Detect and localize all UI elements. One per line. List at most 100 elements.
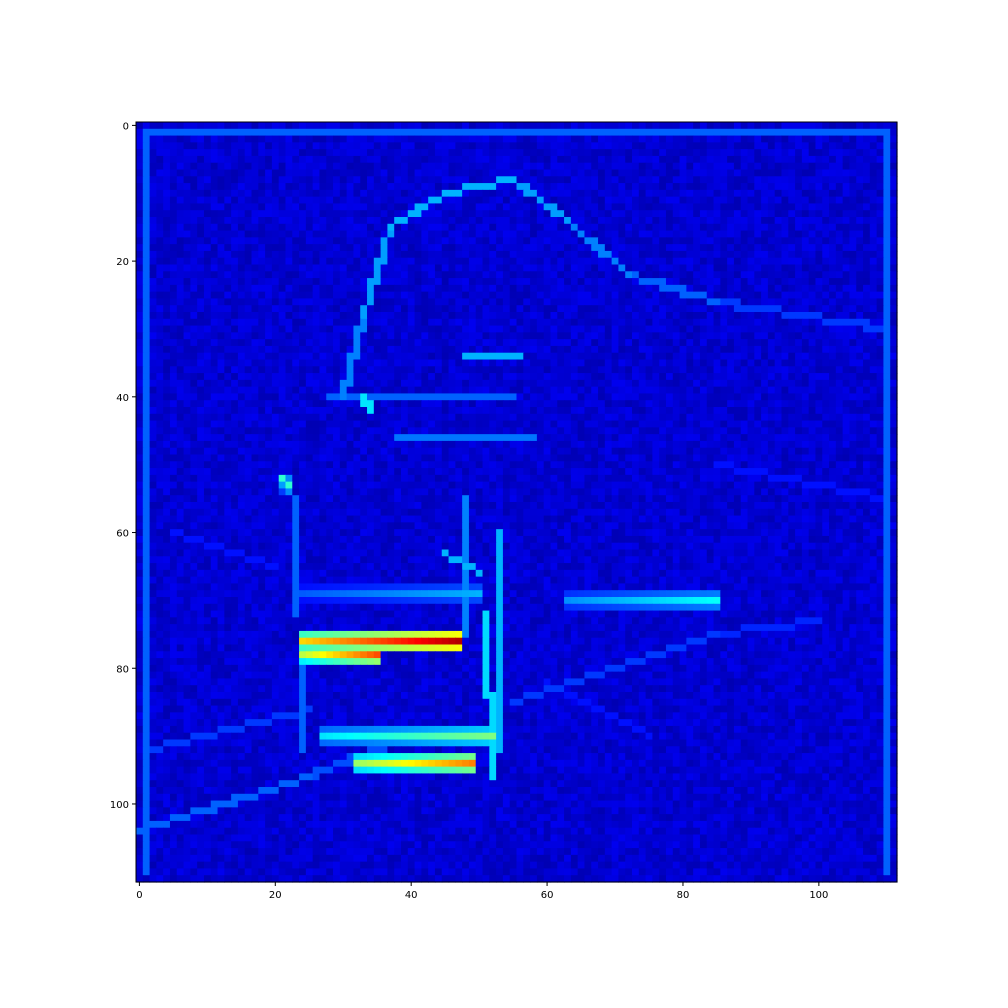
heatmap-cell (713, 257, 721, 266)
heatmap-cell (869, 278, 878, 286)
heatmap-cell (285, 325, 293, 333)
heatmap-cell (380, 291, 388, 300)
heatmap-cell (686, 189, 694, 198)
heatmap-cell (156, 183, 164, 191)
heatmap-cell (509, 298, 518, 306)
heatmap-cell (482, 271, 490, 279)
heatmap-cell (367, 169, 375, 177)
heatmap-cell (842, 278, 851, 286)
heatmap-cell (659, 223, 667, 232)
heatmap-cell (564, 318, 572, 327)
heatmap-cell (754, 298, 762, 306)
heatmap-cell (224, 312, 232, 320)
heatmap-cell (699, 305, 708, 313)
heatmap-cell (462, 386, 470, 395)
heatmap-cell (686, 352, 694, 361)
heatmap-cell (570, 169, 579, 177)
heatmap-cell (604, 427, 613, 435)
heatmap-cell (387, 203, 395, 211)
heatmap-cell (346, 176, 355, 184)
heatmap-cell (761, 291, 769, 300)
heatmap-cell (706, 386, 715, 395)
heatmap-cell (740, 189, 749, 198)
heatmap-cell (536, 420, 545, 428)
heatmap-cell (747, 413, 755, 422)
heatmap-cell (244, 366, 253, 374)
heatmap-cell (659, 149, 667, 157)
heatmap-cell (414, 183, 422, 191)
heatmap-cell (224, 223, 232, 232)
heatmap-cell (577, 230, 586, 238)
heatmap-cell (863, 386, 871, 395)
heatmap-cell (360, 149, 368, 157)
heatmap-cell (448, 278, 456, 286)
heatmap-cell (686, 359, 694, 367)
heatmap-cell (448, 203, 456, 211)
heatmap-cell (360, 339, 368, 347)
heatmap-cell (156, 352, 164, 361)
heatmap-cell (149, 122, 157, 130)
heatmap-cell (557, 318, 565, 327)
heatmap-cell (210, 183, 219, 191)
heatmap-cell (679, 189, 687, 198)
heatmap-cell (693, 393, 708, 401)
heatmap-cell (835, 257, 844, 266)
heatmap-cell (149, 237, 157, 245)
heatmap-cell (591, 312, 599, 320)
heatmap-cell (808, 386, 817, 395)
heatmap-cell (699, 122, 708, 130)
heatmap-cell (883, 183, 891, 191)
heatmap-cell (604, 413, 613, 422)
heatmap-cell (774, 278, 783, 286)
heatmap-cell (543, 244, 552, 252)
heatmap-cell (577, 169, 586, 177)
heatmap-cell (557, 122, 565, 130)
heatmap-cell (829, 366, 837, 374)
heatmap-cell (890, 312, 898, 320)
heatmap-cell (353, 305, 361, 313)
heatmap-cell (231, 278, 239, 286)
heatmap-cell (740, 332, 755, 340)
heatmap-cell (693, 427, 701, 435)
heatmap-cell (353, 257, 361, 266)
heatmap-cell (761, 149, 769, 157)
heatmap-cell (822, 244, 830, 252)
heatmap-cell (428, 244, 436, 252)
heatmap-cell (591, 379, 599, 388)
heatmap-cell (231, 345, 239, 354)
heatmap-cell (665, 271, 674, 279)
heatmap-cell (502, 339, 511, 347)
heatmap-cell (645, 244, 653, 252)
heatmap-cell (176, 318, 185, 327)
heatmap-cell (251, 339, 259, 347)
heatmap-cell (156, 284, 164, 293)
heatmap-cell (638, 400, 647, 408)
heatmap-cell (754, 217, 762, 225)
heatmap-cell (210, 230, 219, 238)
heatmap-cell (706, 230, 715, 238)
heatmap-cell (733, 420, 742, 428)
heatmap-cell (727, 230, 735, 238)
heatmap-cell (665, 155, 674, 164)
heatmap-cell (706, 189, 715, 198)
heatmap-cell (285, 149, 293, 157)
heatmap-cell (829, 142, 837, 150)
heatmap-cell (496, 420, 504, 428)
heatmap-cell (136, 217, 144, 225)
heatmap-cell (767, 149, 776, 157)
heatmap-cell (577, 366, 586, 374)
heatmap-cell (727, 155, 735, 164)
heatmap-cell (564, 366, 572, 374)
heatmap-cell (693, 210, 701, 218)
heatmap-cell (224, 196, 232, 205)
heatmap-cell (509, 196, 518, 205)
heatmap-cell (502, 284, 511, 293)
heatmap-cell (632, 366, 640, 374)
heatmap-cell (523, 142, 531, 150)
heatmap-cell (462, 413, 477, 422)
heatmap-cell (434, 325, 443, 333)
heatmap-cell (163, 142, 171, 150)
heatmap-cell (353, 373, 361, 381)
heatmap-cell (414, 318, 422, 327)
heatmap-cell (679, 278, 687, 286)
